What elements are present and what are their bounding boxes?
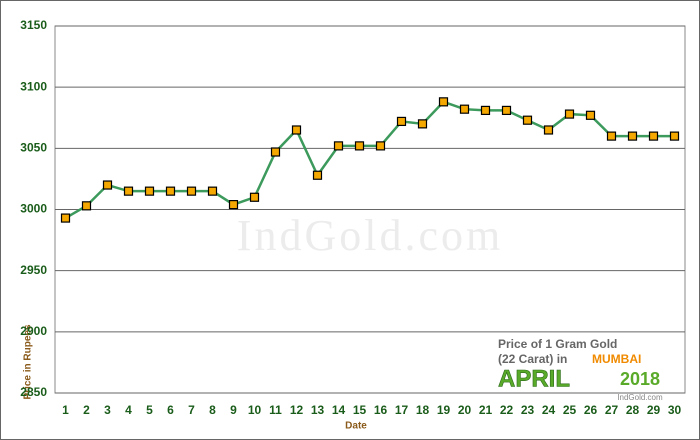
marker: [585, 110, 596, 120]
marker: [312, 170, 323, 180]
marker: [564, 109, 575, 119]
marker: [375, 141, 386, 151]
marker: [270, 147, 281, 157]
marker: [648, 131, 659, 141]
marker: [354, 141, 365, 151]
y-axis-label: Price in Rupees: [23, 324, 34, 399]
marker: [123, 186, 134, 196]
x-tick-label: 4: [125, 403, 132, 417]
marker: [186, 186, 197, 196]
y-tick-label: 3100: [20, 79, 47, 93]
marker: [333, 141, 344, 151]
marker: [396, 116, 407, 127]
y-tick-label: 3050: [20, 141, 47, 155]
marker: [543, 125, 554, 135]
x-tick-label: 25: [563, 403, 577, 417]
annotation-month: APRIL: [498, 365, 570, 392]
x-tick-label: 12: [290, 403, 304, 417]
x-tick-label: 30: [668, 403, 682, 417]
x-tick-label: 29: [647, 403, 661, 417]
annotation: Price of 1 Gram Gold (22 Carat) in MUMBA…: [498, 337, 663, 402]
marker: [249, 192, 260, 202]
x-tick-label: 2: [83, 403, 90, 417]
x-tick-label: 5: [146, 403, 153, 417]
x-tick-label: 7: [188, 403, 195, 417]
marker: [417, 119, 428, 129]
annotation-city: MUMBAI: [592, 352, 641, 366]
marker: [207, 186, 218, 196]
marker: [81, 201, 92, 211]
marker: [480, 105, 491, 116]
marker: [501, 105, 512, 116]
x-tick-label: 16: [374, 403, 388, 417]
watermark: IndGold.com: [237, 211, 503, 260]
x-tick-label: 18: [416, 403, 430, 417]
annotation-line: Price of 1 Gram Gold: [498, 337, 617, 351]
marker: [522, 115, 533, 125]
x-tick-label: 27: [605, 403, 619, 417]
x-tick-label: 1: [62, 403, 69, 417]
x-tick-label: 21: [479, 403, 493, 417]
marker: [291, 125, 302, 135]
annotation-line: (22 Carat) in: [498, 352, 567, 366]
y-tick-label: 2900: [20, 324, 47, 338]
marker: [627, 131, 638, 141]
marker: [459, 104, 470, 114]
marker: [144, 186, 155, 196]
annotation-source: IndGold.com: [617, 393, 663, 402]
x-tick-label: 20: [458, 403, 472, 417]
x-tick-label: 14: [332, 403, 346, 417]
x-axis-label: Date: [345, 421, 367, 432]
y-tick-label: 2950: [20, 263, 47, 277]
marker: [606, 131, 617, 141]
x-tick-label: 9: [230, 403, 237, 417]
x-tick-label: 28: [626, 403, 640, 417]
x-tick-label: 10: [248, 403, 262, 417]
x-tick-label: 17: [395, 403, 409, 417]
y-tick-label: 2850: [20, 385, 47, 399]
x-tick-label: 11: [269, 403, 282, 417]
x-tick-label: 3: [104, 403, 111, 417]
x-tick-label: 26: [584, 403, 598, 417]
y-tick-label: 3150: [20, 18, 47, 32]
marker: [60, 213, 71, 223]
marker: [669, 131, 680, 141]
x-tick-label: 22: [500, 403, 514, 417]
marker: [228, 200, 239, 210]
x-tick-label: 15: [353, 403, 367, 417]
marker: [438, 97, 449, 107]
x-tick-label: 13: [311, 403, 325, 417]
x-tick-label: 8: [209, 403, 216, 417]
x-tick-label: 6: [167, 403, 174, 417]
y-tick-label: 3000: [20, 202, 47, 216]
x-tick-label: 24: [542, 403, 556, 417]
x-tick-label: 19: [437, 403, 451, 417]
annotation-year: 2018: [620, 369, 660, 389]
marker: [102, 180, 113, 190]
marker: [165, 186, 176, 196]
x-tick-label: 23: [521, 403, 535, 417]
